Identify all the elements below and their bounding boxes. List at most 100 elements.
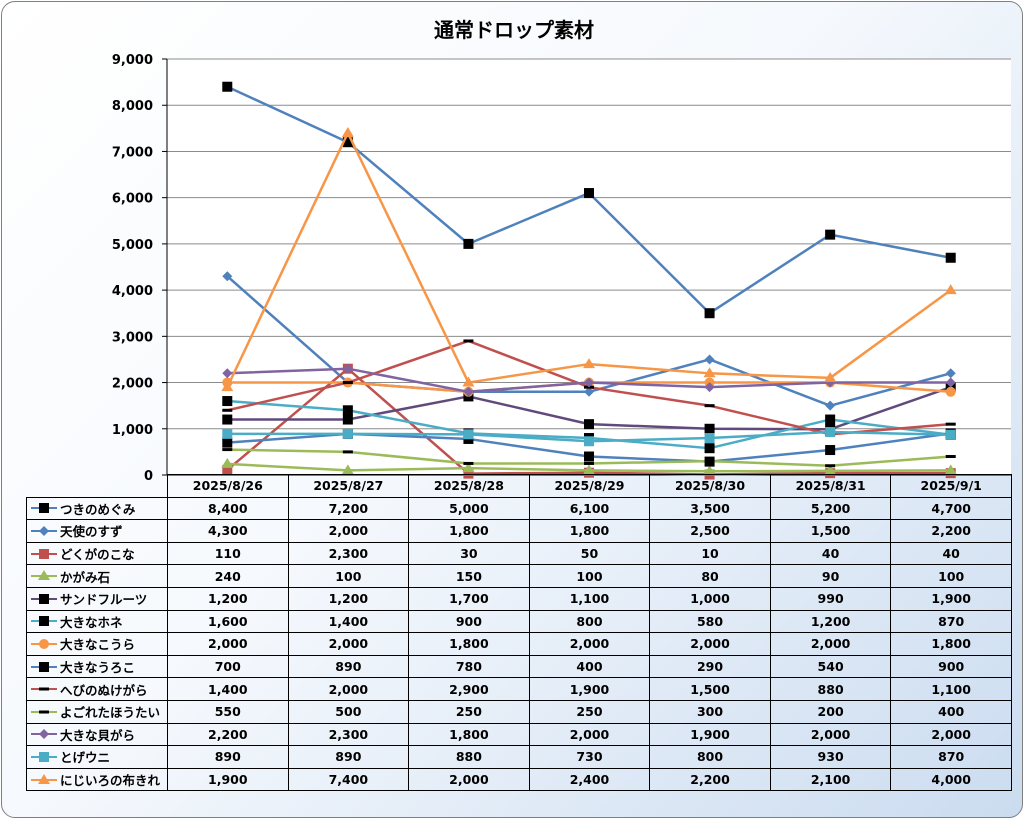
data-table: 2025/8/26 2025/8/27 2025/8/28 2025/8/29 2025…: [26, 474, 1012, 792]
data-point: [704, 433, 715, 444]
data-label: 2,900: [408, 677, 530, 701]
data-label: 2,000: [287, 519, 410, 543]
data-point: [704, 459, 715, 463]
data-point: [341, 126, 354, 137]
data-point: [584, 377, 594, 388]
data-point: [824, 371, 837, 382]
data-point: [463, 238, 474, 249]
series-name: へびのぬけがら: [60, 682, 148, 698]
legend-marker: [39, 593, 49, 604]
data-point: [824, 464, 837, 475]
data-label: 2,000: [287, 632, 410, 656]
series-11: [222, 363, 956, 397]
data-point: [222, 464, 233, 475]
table-row: よごれたほうたい 550 500 250 250 300 200 400: [26, 699, 1012, 724]
series-name: にじいろの布きれ: [60, 773, 161, 789]
data-label: 1,700: [408, 586, 530, 611]
data-label: 1,200: [769, 609, 892, 634]
data-label: 2,000: [769, 632, 892, 656]
data-label: 880: [408, 745, 530, 769]
data-label: 400: [528, 654, 651, 679]
data-label: 900: [890, 654, 1012, 679]
series-name: 大きな貝がら: [60, 727, 136, 743]
series-name: サンドフルーツ: [60, 592, 148, 608]
data-label: 1,800: [408, 632, 530, 656]
legend-key: [31, 710, 57, 714]
data-point: [944, 284, 957, 295]
data-label: 100: [528, 564, 651, 588]
data-label: 550: [167, 699, 289, 724]
series-name: つきのめぐみ: [60, 501, 136, 517]
data-point: [221, 381, 234, 392]
data-label: 1,800: [528, 519, 651, 543]
data-label: 1,500: [649, 677, 771, 701]
data-point: [945, 377, 956, 388]
legend-marker: [39, 751, 49, 762]
data-label: 8,400: [167, 496, 289, 521]
data-label: 1,500: [769, 519, 892, 543]
series-4: [221, 457, 957, 476]
data-label: 1,800: [408, 722, 530, 747]
data-label: 1,900: [890, 586, 1012, 611]
table-row: 大きな貝がら 2,200 2,300 1,800 2,000 1,900 2,000 2,00…: [26, 722, 1012, 747]
legend-marker: [38, 773, 50, 784]
data-label: 930: [769, 745, 892, 769]
series-name: 大きなうろこ: [60, 660, 136, 676]
legend-key: [31, 729, 57, 740]
data-point: [584, 451, 594, 462]
data-point: [222, 428, 233, 439]
data-label: 800: [649, 745, 771, 769]
legend-entry: にじいろの布きれ: [26, 767, 168, 792]
data-point: [704, 382, 715, 393]
data-label: 100: [890, 564, 1012, 588]
data-label: 730: [528, 745, 651, 769]
data-point: [342, 363, 353, 374]
legend-marker: [39, 616, 49, 627]
legend-entry: 大きなホネ: [26, 609, 168, 634]
data-point: [703, 367, 716, 378]
data-point: [584, 419, 594, 430]
data-point: [342, 414, 353, 425]
data-label: 2,000: [167, 632, 289, 656]
data-point: [704, 423, 715, 434]
y-tick-label: 6,000: [112, 192, 153, 207]
data-label: 540: [769, 654, 892, 679]
data-label: 400: [890, 699, 1012, 724]
data-label: 2,300: [287, 541, 410, 566]
data-point: [222, 81, 233, 92]
legend-marker: [39, 638, 49, 649]
data-label: 300: [649, 699, 771, 724]
series-name: 大きなこうら: [60, 637, 136, 653]
data-label: 1,000: [649, 586, 771, 611]
data-label: 990: [769, 586, 892, 611]
series-name: よごれたほうたい: [60, 705, 161, 721]
legend-entry: サンドフルーツ: [26, 586, 168, 611]
legend-marker: [38, 570, 50, 581]
data-point: [222, 408, 233, 412]
data-label: 2,200: [890, 519, 1012, 543]
data-point: [463, 468, 474, 479]
data-label: 3,500: [649, 496, 771, 521]
data-label: 2,000: [287, 677, 410, 701]
data-label: 4,300: [167, 519, 289, 543]
data-point: [945, 252, 956, 263]
y-tick-label: 4,000: [112, 284, 153, 299]
data-point: [583, 464, 595, 475]
data-point: [945, 368, 956, 379]
data-label: 1,100: [890, 677, 1012, 701]
legend-key: [31, 687, 57, 691]
data-label: 870: [890, 609, 1012, 634]
y-tick-label: 2,000: [112, 377, 153, 392]
data-label: 890: [287, 745, 410, 769]
data-label: 100: [287, 564, 410, 588]
data-label: 2,000: [769, 722, 892, 747]
data-label: 1,100: [528, 586, 651, 611]
data-point: [342, 450, 353, 454]
legend-marker: [39, 729, 49, 740]
data-label: 250: [528, 699, 651, 724]
data-label: 2,000: [528, 722, 651, 747]
data-label: 1,800: [408, 519, 530, 543]
chart-title: 通常ドロップ素材: [434, 18, 594, 42]
data-label: 780: [408, 654, 530, 679]
legend-key: [31, 773, 57, 784]
